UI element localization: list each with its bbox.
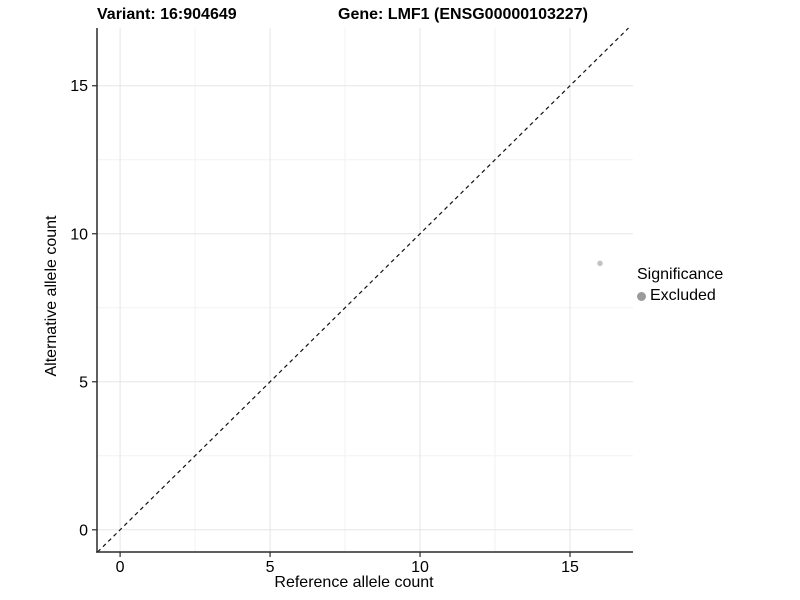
x-axis-label: Reference allele count: [274, 574, 434, 591]
y-tick-label: 10: [70, 226, 88, 243]
legend: Significance Excluded: [637, 266, 723, 305]
y-axis-label: Alternative allele count: [43, 215, 60, 377]
data-point-excluded: [597, 260, 603, 267]
x-tick-label: 0: [116, 559, 125, 576]
y-tick-label: 0: [79, 522, 88, 539]
x-tick-label: 10: [411, 559, 429, 576]
x-tick-label: 15: [561, 559, 579, 576]
x-tick-label: 5: [266, 559, 275, 576]
legend-item-label: Excluded: [650, 287, 716, 304]
legend-point-icon: [637, 291, 646, 301]
y-tick-label: 15: [70, 78, 88, 95]
identity-dashed-line: [97, 27, 629, 553]
y-tick-label: 5: [79, 374, 88, 391]
variant-title: Variant: 16:904649: [97, 6, 237, 23]
legend-item-excluded: Excluded: [637, 287, 723, 305]
gene-title: Gene: LMF1 (ENSG00000103227): [338, 6, 588, 23]
legend-title: Significance: [637, 266, 724, 283]
